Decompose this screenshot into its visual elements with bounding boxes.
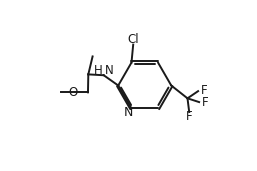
Text: F: F: [202, 96, 209, 109]
Text: N: N: [124, 106, 133, 119]
Text: F: F: [201, 84, 208, 97]
Text: Cl: Cl: [127, 34, 139, 47]
Text: F: F: [186, 110, 192, 123]
Text: O: O: [68, 86, 78, 99]
Text: H: H: [94, 64, 103, 77]
Text: N: N: [105, 64, 113, 77]
